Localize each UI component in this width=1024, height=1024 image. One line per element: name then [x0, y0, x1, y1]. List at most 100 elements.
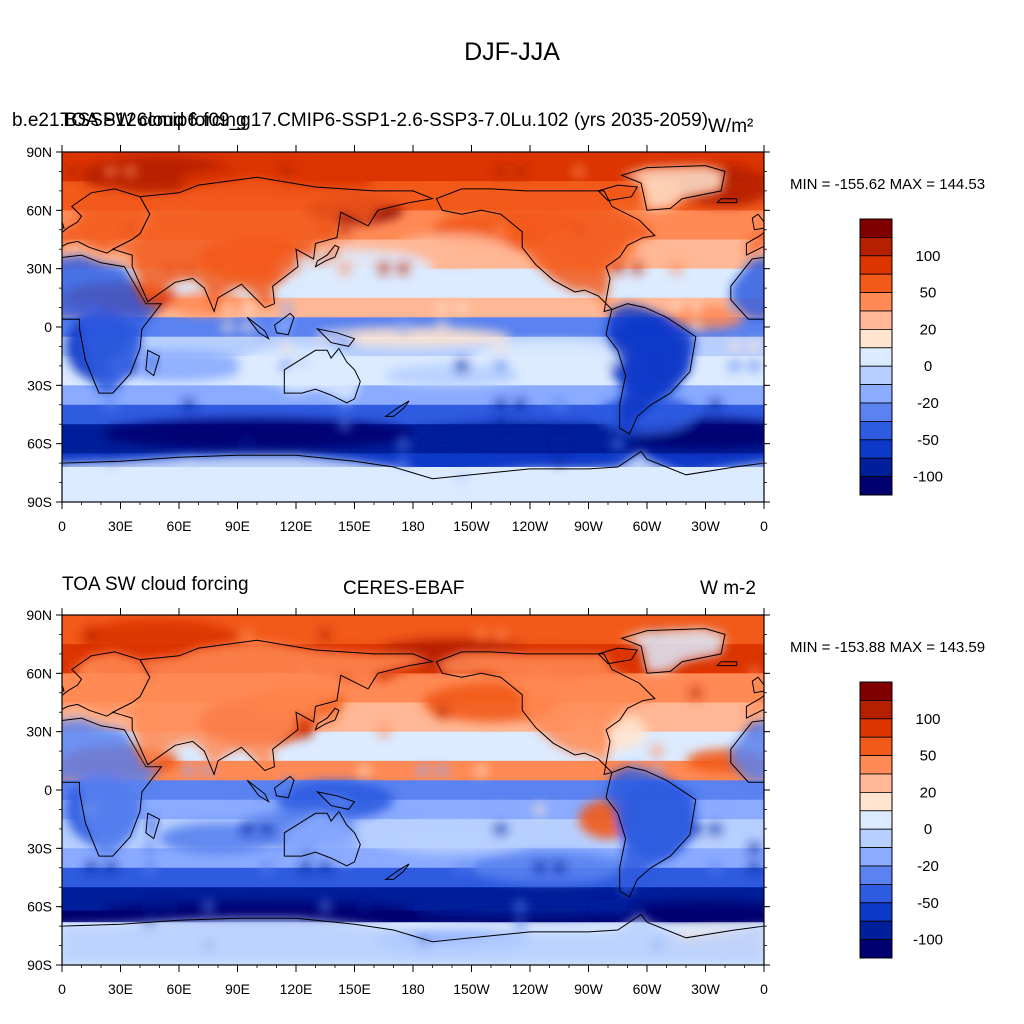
- bottom-texture-cell: [318, 627, 333, 642]
- top-colorbar-level: [859, 457, 893, 478]
- top-coastline-iceland: [715, 198, 738, 204]
- top-anomaly-blob: [471, 340, 628, 372]
- top-land-madagascar: [848, 350, 862, 375]
- top-lon-label: 90E: [225, 518, 250, 534]
- bottom-texture-cell: [259, 802, 274, 817]
- top-coastline-madagascar: [145, 349, 161, 377]
- top-texture-cell: [103, 397, 118, 412]
- top-coastline-greenland: [620, 165, 726, 211]
- top-colorbar-level: [859, 365, 893, 386]
- top-anomaly-blob: [393, 233, 511, 265]
- top-coastline-japan: [1018, 245, 1024, 266]
- bottom-land-japan: [315, 708, 339, 730]
- bottom-texture-cell: [435, 763, 450, 778]
- bottom-lon-label: 150E: [338, 981, 371, 997]
- bottom-land-greenland: [621, 628, 725, 674]
- bottom-land-borneo: [977, 776, 996, 797]
- top-texture-cell: [103, 164, 118, 179]
- bottom-coastline-sumatra: [949, 780, 970, 801]
- bottom-land-new-guinea: [317, 791, 355, 810]
- bottom-land-japan: [1018, 708, 1024, 729]
- bottom-colorbar-level: [859, 847, 893, 867]
- top-lat-label: 30S: [27, 377, 52, 393]
- bottom-colorbar-level: [859, 810, 893, 830]
- top-colorbar-level: [859, 236, 893, 257]
- top-texture-cell: [493, 417, 508, 432]
- top-colorbar-level: [859, 328, 893, 349]
- top-coastline-africa: [62, 254, 163, 394]
- bottom-lon-label: 150W: [453, 981, 490, 997]
- bottom-land-antarctica: [62, 914, 764, 965]
- top-land-africa: [62, 255, 162, 394]
- top-texture-cell: [337, 261, 352, 276]
- top-texture-cell: [630, 261, 645, 276]
- bottom-panel-units: W m-2: [700, 578, 756, 599]
- bottom-land-africa: [730, 720, 764, 783]
- bottom-coastline-japan: [314, 707, 340, 731]
- bottom-texture-cell: [84, 627, 99, 642]
- top-texture-cell: [396, 320, 411, 334]
- bottom-colorbar-level: [859, 939, 893, 959]
- bottom-texture-cell: [532, 802, 547, 817]
- bottom-lat-label: 90N: [26, 607, 52, 623]
- bottom-land-africa: [62, 718, 162, 857]
- bottom-lat-label: 90S: [27, 957, 52, 973]
- top-lon-label: 180: [401, 518, 425, 534]
- bottom-coastline-greenland: [620, 628, 726, 674]
- bottom-colorbar-level: [859, 828, 893, 849]
- top-anomaly-blob: [383, 363, 521, 388]
- top-lat-label: 30N: [26, 261, 52, 277]
- bottom-coastline-iceland: [715, 661, 738, 667]
- bottom-texture-cell: [493, 627, 508, 642]
- bottom-land-antarctica: [764, 914, 1024, 965]
- top-anomaly-blob: [666, 305, 745, 329]
- bottom-texture-cell: [591, 899, 606, 914]
- bottom-colorbar-label: 100: [915, 711, 940, 728]
- top-colorbar-level: [859, 384, 893, 404]
- bottom-coastline-britain: [751, 676, 764, 694]
- top-land-borneo: [274, 313, 294, 335]
- bottom-texture-cell: [318, 860, 333, 875]
- top-colorbar-level: [859, 439, 893, 459]
- bottom-land-north-america: [436, 651, 655, 775]
- top-land-sumatra: [247, 317, 269, 339]
- top-land-sumatra: [949, 317, 970, 338]
- bottom-lat-label: 30N: [26, 724, 52, 740]
- bottom-anomaly-blob: [471, 852, 628, 884]
- bottom-land-australia: [284, 811, 361, 866]
- top-land-europe: [62, 188, 150, 254]
- top-texture-cell: [279, 339, 294, 354]
- bottom-lon-label: 30E: [108, 981, 133, 997]
- top-lon-label: 30E: [108, 518, 133, 534]
- bottom-texture-cell: [474, 763, 489, 778]
- top-lon-label: 60E: [167, 518, 192, 534]
- top-texture-cell: [376, 261, 391, 276]
- top-texture-cell: [220, 320, 235, 334]
- top-colorbar-label: -50: [917, 432, 939, 449]
- top-colorbar-level: [859, 292, 893, 312]
- bottom-coastline-south-america: [605, 766, 697, 898]
- bottom-texture-cell: [513, 919, 528, 934]
- top-texture-cell: [240, 436, 255, 451]
- top-lon-label: 150W: [453, 518, 490, 534]
- top-panel-case-title: b.e21.BSSP126cmip6.f09_g17.CMIP6-SSP1-2.…: [12, 110, 709, 131]
- top-texture-cell: [493, 222, 508, 237]
- top-texture-cell: [396, 456, 411, 471]
- top-lat-label: 90S: [27, 494, 52, 510]
- top-land-new-guinea: [317, 328, 355, 347]
- top-texture-cell: [240, 320, 255, 334]
- top-coastline-sumatra: [246, 316, 270, 341]
- bottom-lon-label: 60E: [167, 981, 192, 997]
- top-colorbar-level: [859, 273, 893, 294]
- bottom-texture-cell: [376, 724, 391, 739]
- bottom-coastline-new-guinea: [315, 791, 356, 810]
- bottom-texture-cell: [142, 899, 157, 914]
- bottom-lon-label: 120E: [280, 981, 313, 997]
- bottom-texture-cell: [474, 860, 489, 875]
- top-colorbar-level: [859, 402, 893, 422]
- bottom-colorbar-level: [859, 920, 893, 941]
- top-land-japan: [315, 245, 339, 267]
- bottom-texture-cell: [435, 705, 450, 720]
- bottom-panel-minmax: MIN = -153.88 MAX = 143.59: [790, 639, 986, 656]
- bottom-texture-cell: [474, 627, 489, 642]
